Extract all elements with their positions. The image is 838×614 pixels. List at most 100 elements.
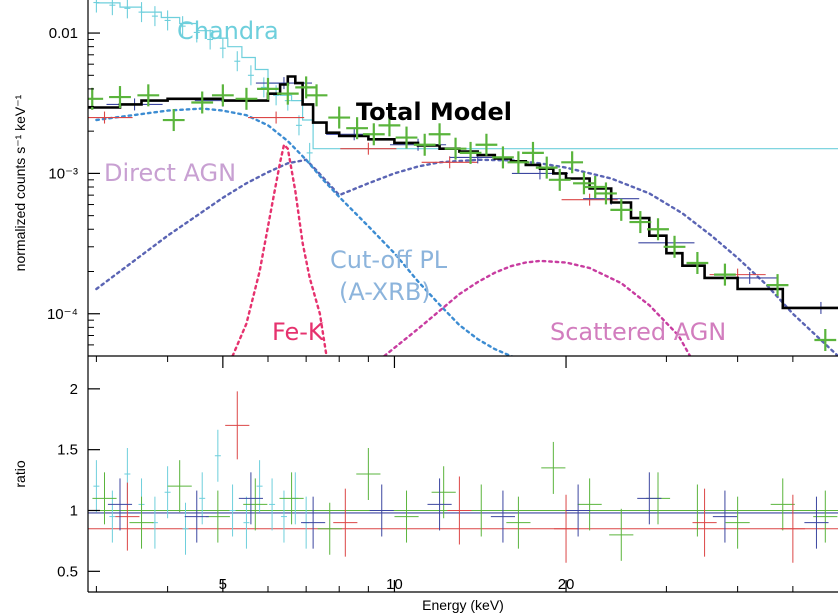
- scattered-agn-label: Scattered AGN: [550, 318, 726, 346]
- chandra-point: [193, 22, 200, 43]
- chandra-point: [219, 38, 226, 59]
- x-tick-label: 5: [219, 576, 227, 593]
- ratio-nustar-blue-point: [490, 490, 516, 543]
- bottom-y-tick-label: 1.5: [57, 442, 78, 459]
- nustar-red-point: [421, 156, 478, 169]
- nustar-green-point: [714, 263, 736, 286]
- chandra-point: [164, 10, 171, 31]
- ratio-nustar-green-point: [92, 472, 117, 525]
- ratio-nustar-green-point: [685, 484, 710, 537]
- nustar-green-point: [137, 84, 160, 107]
- cutoff-pl-label: Cut-off PL: [330, 246, 448, 274]
- ratio-nustar-green-point: [813, 490, 838, 543]
- ratio-nustar-red-point: [780, 494, 805, 563]
- direct-agn-curve: [95, 158, 838, 356]
- ratio-nustar-green-point: [506, 496, 531, 549]
- bottom-y-axis-title: ratio: [12, 460, 28, 487]
- nustar-green-point: [211, 84, 234, 107]
- cut-off-pl-a-xrb-curve: [95, 107, 515, 356]
- nustar-green-point: [663, 235, 686, 258]
- bottom-y-tick-label: 0.5: [57, 563, 78, 580]
- ratio-nustar-green-point: [609, 508, 634, 561]
- nustar-green-point: [305, 84, 328, 107]
- nustar-green-point: [548, 168, 571, 191]
- nustar-green-point: [459, 141, 482, 164]
- direct-agn-label: Direct AGN: [104, 159, 236, 187]
- ratio-nustar-green-point: [243, 478, 268, 531]
- nustar-green-point: [686, 251, 709, 274]
- ratio-chandra-point: [164, 466, 171, 519]
- total-model-label: Total Model: [356, 98, 512, 126]
- nustar-green-point: [647, 218, 669, 241]
- nustar-red-point: [88, 111, 133, 124]
- ratio-nustar-green-point: [279, 472, 304, 525]
- nustar-green-point: [257, 77, 279, 100]
- chandra-point: [234, 51, 241, 72]
- ratio-nustar-blue-point: [107, 478, 133, 531]
- nustar-green-point: [766, 274, 789, 297]
- chandra-point: [306, 142, 313, 163]
- nustar-green-point: [475, 133, 498, 156]
- chandra-point: [295, 115, 302, 136]
- bottom-y-tick-label: 2: [70, 381, 78, 398]
- top-y-tick-label: 10⁻⁴: [47, 306, 78, 323]
- ratio-plot-area: [88, 391, 838, 563]
- nustar-red-point: [561, 193, 618, 206]
- bottom-y-tick-label: 1: [70, 502, 78, 519]
- ratio-nustar-red-point: [553, 494, 579, 563]
- nustar-green-point: [573, 172, 595, 195]
- nustar-red-point: [248, 111, 305, 124]
- nustar-green-point: [328, 106, 351, 129]
- nustar-green-point: [395, 126, 418, 149]
- ratio-nustar-blue-point: [637, 472, 662, 525]
- fe-k-label: Fe-K: [272, 318, 325, 346]
- chandra-point: [138, 2, 145, 23]
- ratio-chandra-point: [214, 429, 221, 482]
- nustar-green-point: [413, 133, 436, 156]
- chandra-point: [151, 6, 158, 27]
- fe-k-curve: [231, 142, 328, 356]
- nustar-green-point: [346, 117, 369, 140]
- nustar-green-point: [378, 114, 401, 137]
- ratio-chandra-point: [280, 490, 287, 543]
- ratio-nustar-blue-point: [301, 496, 326, 549]
- ratio-chandra-point: [199, 472, 206, 525]
- chandra-point: [124, 0, 131, 19]
- nustar-green-point: [162, 109, 185, 132]
- chandra-point: [247, 65, 254, 86]
- ratio-chandra-point: [269, 478, 276, 531]
- ratio-chandra-point: [243, 496, 250, 549]
- axis-ticks: 0.01 10⁻³ 10⁻⁴ 0.5 1 1.5 2 5 10 20: [47, 25, 794, 593]
- chandra-model-step-line: [96, 2, 838, 150]
- ratio-nustar-green-point: [356, 448, 381, 500]
- ratio-nustar-green-point: [167, 460, 192, 513]
- ratio-nustar-red-point: [225, 391, 250, 460]
- nustar-green-point: [428, 123, 451, 146]
- nustar-green-point: [629, 211, 652, 234]
- nustar-green-point: [522, 141, 544, 164]
- ratio-nustar-green-point: [577, 478, 602, 531]
- top-y-tick-label: 0.01: [49, 25, 78, 42]
- nustar-green-point: [492, 146, 514, 169]
- chandra-point: [93, 0, 100, 13]
- nustar-green-point: [235, 87, 258, 110]
- ratio-nustar-blue-point: [804, 496, 829, 549]
- top-y-tick-label: 10⁻³: [48, 165, 78, 182]
- chandra-label: Chandra: [177, 17, 279, 45]
- nustar-green-point: [535, 156, 558, 179]
- ratio-chandra-point: [256, 460, 263, 513]
- nustar-green-point: [595, 182, 617, 205]
- chandra-point: [179, 16, 186, 37]
- chandra-point: [207, 29, 214, 50]
- nustar-green-point: [276, 82, 299, 105]
- ratio-nustar-blue-point: [427, 478, 452, 531]
- scattered-agn-curve: [383, 259, 692, 356]
- ratio-nustar-green-point: [469, 484, 494, 537]
- ratio-nustar-blue-point: [369, 484, 394, 537]
- nustar-green-point: [362, 123, 385, 146]
- ratio-nustar-green-point: [394, 490, 419, 543]
- ratio-nustar-red-point: [115, 482, 140, 551]
- x-tick-label: 20: [558, 576, 575, 593]
- chandra-point: [109, 0, 116, 16]
